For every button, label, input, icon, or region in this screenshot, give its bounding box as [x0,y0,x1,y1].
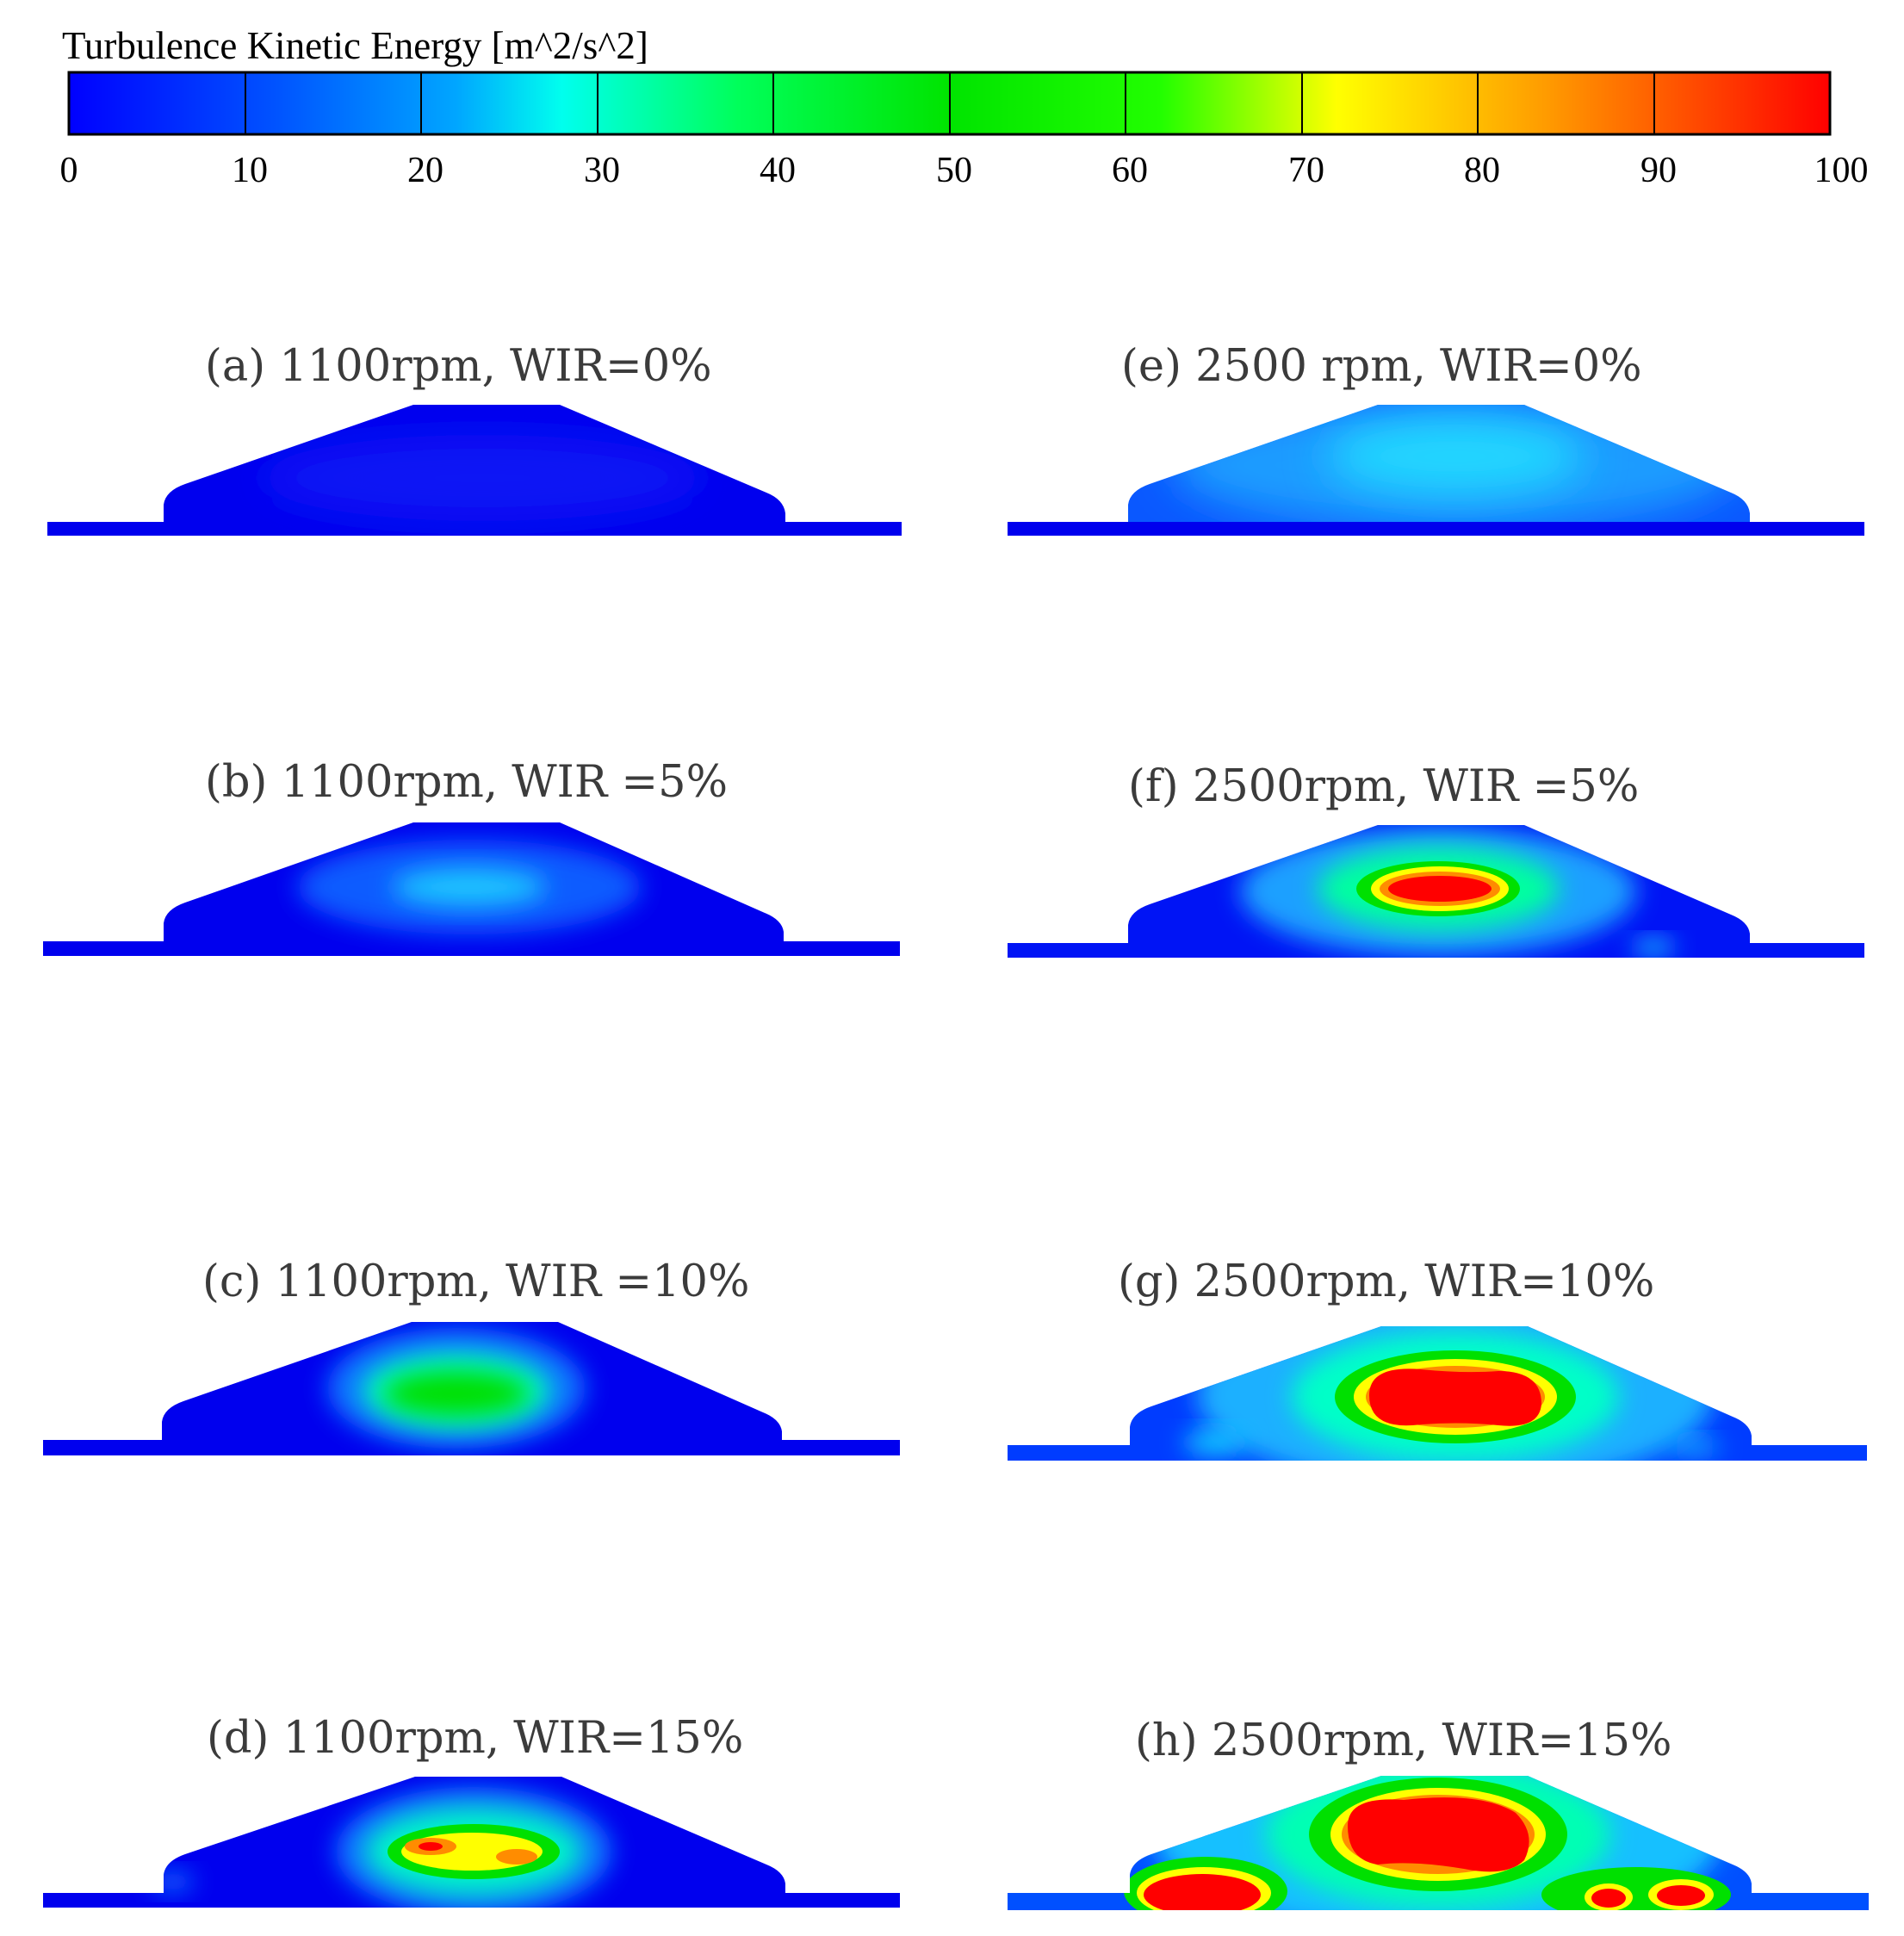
colorbar-tick-50: 50 [936,151,972,190]
contour-field-e [1008,405,1864,536]
contour-field-d [43,1777,900,1908]
panel-label-g: (g) 2500rpm, WIR=10% [1118,1257,1654,1307]
contour-field-c [43,1322,900,1455]
colorbar-tick-0: 0 [60,151,78,190]
colorbar-tick-70: 70 [1288,151,1324,190]
colorbar-tick-20: 20 [407,151,443,190]
colorbar-tick-80: 80 [1464,151,1500,190]
panel-a: (a) 1100rpm, WIR=0% [47,341,902,536]
panel-label-d: (d) 1100rpm, WIR=15% [207,1713,743,1764]
panel-label-h: (h) 2500rpm, WIR=15% [1135,1716,1672,1766]
colorbar: Turbulence Kinetic Energy [m^2/s^2] 0 10… [60,24,1869,190]
panel-b: (b) 1100rpm, WIR =5% [43,757,900,956]
panel-c: (c) 1100rpm, WIR =10% [43,1257,900,1455]
colorbar-tick-30: 30 [584,151,620,190]
panel-e: (e) 2500 rpm, WIR=0% [1008,341,1864,536]
panel-label-c: (c) 1100rpm, WIR =10% [202,1257,749,1307]
panel-d: (d) 1100rpm, WIR=15% [43,1713,900,1908]
colorbar-tick-100: 100 [1814,151,1869,190]
colorbar-tick-60: 60 [1112,151,1148,190]
panel-f: (f) 2500rpm, WIR =5% [1008,761,1864,958]
panel-label-f: (f) 2500rpm, WIR =5% [1128,761,1639,812]
panel-label-b: (b) 1100rpm, WIR =5% [205,757,728,808]
panel-g: (g) 2500rpm, WIR=10% [1008,1257,1867,1461]
panel-label-e: (e) 2500 rpm, WIR=0% [1121,341,1642,392]
colorbar-dividers [245,72,1655,134]
contour-field-g [1008,1326,1867,1461]
contour-field-b [43,822,900,956]
contour-field-f [1008,825,1864,958]
panel-label-a: (a) 1100rpm, WIR=0% [205,341,712,392]
colorbar-title: Turbulence Kinetic Energy [m^2/s^2] [62,24,648,67]
colorbar-tick-90: 90 [1640,151,1677,190]
colorbar-tick-10: 10 [232,151,268,190]
panel-h: (h) 2500rpm, WIR=15% [1008,1716,1869,1910]
contour-field-a [47,405,902,536]
colorbar-tick-40: 40 [760,151,796,190]
colorbar-ticks: 0 10 20 30 40 50 60 70 80 90 100 [60,151,1869,190]
